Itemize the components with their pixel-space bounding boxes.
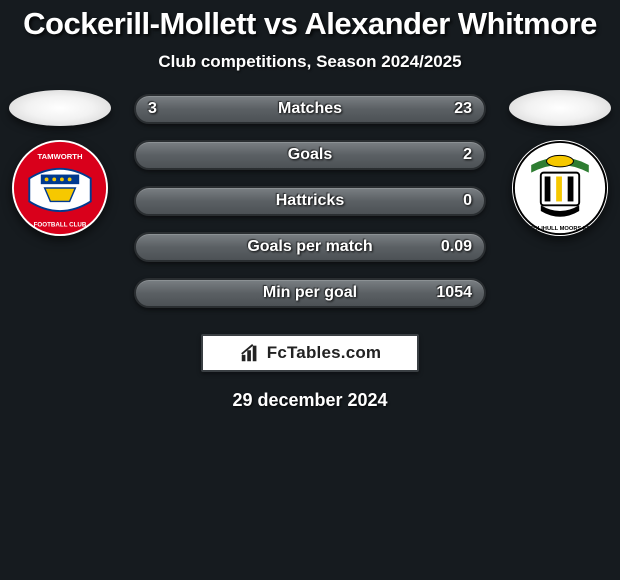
club-badge-left: TAMWORTH FOOTBALL CLUB bbox=[12, 140, 108, 236]
stat-right-value: 0.09 bbox=[441, 238, 472, 256]
brand-text: FcTables.com bbox=[267, 343, 382, 363]
stat-row-goals-per-match: Goals per match 0.09 bbox=[134, 232, 486, 262]
tamworth-badge-icon: TAMWORTH FOOTBALL CLUB bbox=[12, 140, 108, 236]
player-right-ellipse bbox=[509, 90, 611, 126]
player-right: SOLIHULL MOORS FC bbox=[500, 90, 620, 236]
stat-right-value: 2 bbox=[463, 146, 472, 164]
subtitle: Club competitions, Season 2024/2025 bbox=[0, 52, 620, 72]
svg-text:TAMWORTH: TAMWORTH bbox=[37, 152, 82, 161]
stat-right-value: 23 bbox=[454, 100, 472, 118]
brand-box: FcTables.com bbox=[201, 334, 419, 372]
stat-left-value: 3 bbox=[148, 100, 157, 118]
stat-right-value: 1054 bbox=[436, 284, 472, 302]
stat-label: Min per goal bbox=[263, 284, 357, 302]
stat-row-hattricks: Hattricks 0 bbox=[134, 186, 486, 216]
player-left-ellipse bbox=[9, 90, 111, 126]
solihull-badge-icon: SOLIHULL MOORS FC bbox=[512, 140, 608, 236]
bar-chart-icon bbox=[239, 342, 261, 364]
player-left: TAMWORTH FOOTBALL CLUB bbox=[0, 90, 120, 236]
stat-label: Goals per match bbox=[247, 238, 372, 256]
stat-bars: 3 Matches 23 Goals 2 Hattricks 0 Goals p… bbox=[134, 94, 486, 308]
stats-arena: TAMWORTH FOOTBALL CLUB SOLIHULL MOORS bbox=[0, 94, 620, 308]
svg-text:SOLIHULL MOORS FC: SOLIHULL MOORS FC bbox=[529, 226, 590, 232]
stat-label: Matches bbox=[278, 100, 342, 118]
page-title: Cockerill-Mollett vs Alexander Whitmore bbox=[0, 6, 620, 42]
svg-text:FOOTBALL CLUB: FOOTBALL CLUB bbox=[34, 221, 87, 228]
comparison-card: Cockerill-Mollett vs Alexander Whitmore … bbox=[0, 0, 620, 411]
stat-row-matches: 3 Matches 23 bbox=[134, 94, 486, 124]
footer-date: 29 december 2024 bbox=[0, 390, 620, 411]
stat-right-value: 0 bbox=[463, 192, 472, 210]
stat-label: Hattricks bbox=[276, 192, 344, 210]
club-badge-right: SOLIHULL MOORS FC bbox=[512, 140, 608, 236]
stat-row-goals: Goals 2 bbox=[134, 140, 486, 170]
stat-row-min-per-goal: Min per goal 1054 bbox=[134, 278, 486, 308]
stat-label: Goals bbox=[288, 146, 332, 164]
